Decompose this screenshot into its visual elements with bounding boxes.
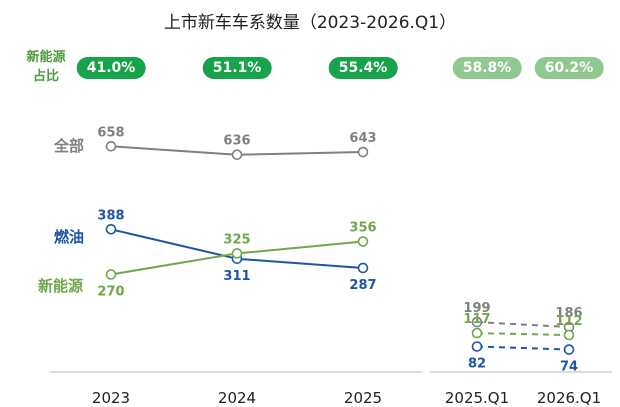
share-pill-2024: 51.1% bbox=[202, 57, 272, 79]
share-pill-2025: 55.4% bbox=[328, 57, 398, 79]
data-label-nev-0-0: 270 bbox=[97, 284, 124, 299]
line-all-1 bbox=[476, 321, 570, 329]
point-all-0-2 bbox=[357, 146, 369, 158]
point-fuel-0-2 bbox=[357, 262, 369, 274]
series-label-all: 全部 bbox=[54, 137, 85, 155]
x-tick-2024: 2024 bbox=[217, 389, 257, 407]
share-label: 新能源占比 bbox=[26, 50, 66, 84]
series-label-fuel: 燃油 bbox=[54, 228, 85, 246]
point-nev-0-2 bbox=[357, 236, 369, 247]
point-nev-0-1 bbox=[231, 248, 243, 259]
point-nev-1-0 bbox=[471, 327, 483, 339]
data-label-all-1-1: 186 bbox=[555, 306, 582, 321]
line-nev-1 bbox=[476, 332, 570, 337]
x-tick-2025q1: 2025.Q1 bbox=[444, 389, 510, 407]
point-fuel-1-0 bbox=[471, 341, 483, 352]
x-tick-2025: 2025 bbox=[343, 389, 383, 407]
point-all-0-1 bbox=[231, 149, 243, 161]
point-nev-0-0 bbox=[105, 269, 117, 280]
point-all-1-0 bbox=[471, 316, 483, 328]
data-label-fuel-1-0: 82 bbox=[468, 356, 486, 371]
data-label-all-0-0: 658 bbox=[97, 125, 124, 140]
point-all-0-0 bbox=[105, 140, 117, 152]
x-tick-2026q1: 2026.Q1 bbox=[536, 389, 602, 407]
line-fuel-1 bbox=[476, 345, 570, 351]
data-label-all-0-1: 636 bbox=[223, 134, 250, 149]
data-label-all-0-2: 643 bbox=[349, 131, 376, 146]
series-label-nev: 新能源 bbox=[38, 277, 84, 295]
point-fuel-1-1 bbox=[563, 344, 575, 355]
data-label-nev-1-0: 117 bbox=[463, 312, 490, 327]
data-label-all-1-0: 199 bbox=[463, 301, 490, 316]
x-tick-2023: 2023 bbox=[91, 389, 131, 407]
share-pill-2025q1: 58.8% bbox=[452, 57, 522, 79]
data-label-nev-1-1: 112 bbox=[555, 314, 582, 329]
share-pill-2026q1: 60.2% bbox=[534, 57, 604, 79]
data-label-fuel-0-0: 388 bbox=[97, 208, 124, 223]
data-label-fuel-0-1: 311 bbox=[223, 269, 250, 284]
chart-title: 上市新车车系数量（2023-2026.Q1） bbox=[163, 13, 457, 33]
point-fuel-0-0 bbox=[105, 223, 117, 235]
data-label-fuel-1-1: 74 bbox=[560, 360, 578, 375]
data-label-nev-0-1: 325 bbox=[223, 232, 250, 247]
data-label-fuel-0-2: 287 bbox=[349, 278, 376, 293]
share-pill-2023: 41.0% bbox=[76, 57, 146, 79]
data-label-nev-0-2: 356 bbox=[349, 221, 376, 236]
point-nev-1-1 bbox=[563, 329, 575, 341]
